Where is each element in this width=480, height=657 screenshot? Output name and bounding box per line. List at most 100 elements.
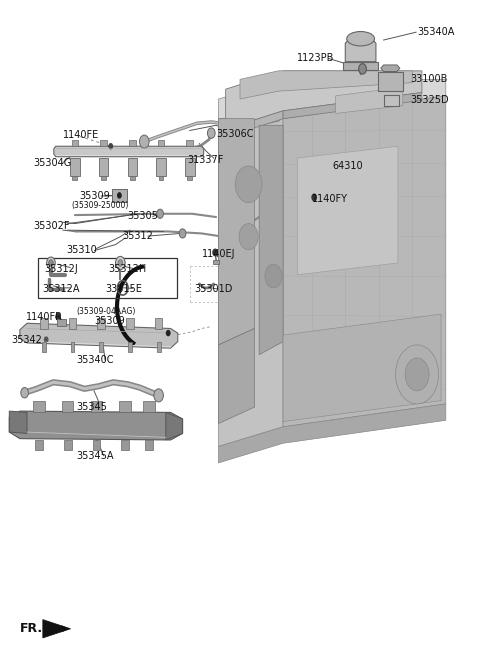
Polygon shape [218,119,283,447]
Circle shape [359,64,366,74]
Polygon shape [283,314,441,422]
Bar [99,342,103,352]
Bar [100,140,107,147]
Bar [69,318,76,328]
Bar [155,318,162,328]
Bar [187,176,192,180]
Polygon shape [218,79,446,119]
Bar [72,176,77,180]
Text: 35312H: 35312H [108,264,146,274]
Bar [144,401,155,413]
Text: 35345: 35345 [76,402,107,412]
Bar [38,258,177,298]
Bar [101,176,106,180]
Circle shape [44,336,48,343]
Polygon shape [345,39,376,62]
Polygon shape [381,65,400,72]
Circle shape [207,128,215,139]
Bar [145,440,153,451]
Polygon shape [226,111,283,137]
Bar [42,342,46,352]
Text: 1140EJ: 1140EJ [202,249,235,259]
Circle shape [166,330,170,336]
Circle shape [265,264,282,288]
Text: 1123PB: 1123PB [298,53,335,63]
Bar [130,176,135,180]
Text: 35310: 35310 [67,246,97,256]
Circle shape [235,166,262,202]
Circle shape [312,193,317,201]
Polygon shape [259,125,283,355]
Text: 1140FY: 1140FY [312,194,348,204]
Bar [157,140,164,147]
Text: 35342: 35342 [11,334,42,345]
Bar [99,158,108,176]
Bar [128,158,137,176]
Text: 35309: 35309 [94,316,125,327]
Polygon shape [9,411,182,440]
Bar [121,440,129,451]
Circle shape [239,223,258,250]
Bar [343,62,378,70]
Text: 35312A: 35312A [43,284,80,294]
Bar [112,189,127,202]
Bar [156,158,166,176]
Bar [71,342,74,352]
Polygon shape [43,620,71,638]
Text: 1140FR: 1140FR [25,312,62,323]
Bar [213,260,219,264]
Ellipse shape [347,32,374,46]
Text: (35309-25000): (35309-25000) [72,201,129,210]
Text: 35312: 35312 [123,231,154,241]
Circle shape [396,345,439,404]
Circle shape [118,260,123,266]
Polygon shape [298,147,398,275]
Circle shape [116,256,125,269]
Bar [93,440,100,451]
Text: 1140FE: 1140FE [63,130,99,140]
Circle shape [47,257,55,269]
Polygon shape [166,413,182,440]
Bar [384,95,399,106]
Circle shape [179,229,186,238]
Bar [57,319,66,326]
Text: 35325D: 35325D [410,95,448,105]
Circle shape [140,135,149,148]
Text: 35312J: 35312J [45,264,78,274]
Bar [185,158,194,176]
Text: 35345A: 35345A [76,451,114,461]
Polygon shape [20,323,178,348]
Bar [157,342,160,352]
Circle shape [21,388,28,398]
Bar [40,318,48,328]
Text: 31337F: 31337F [187,155,224,165]
Circle shape [212,248,218,256]
Text: 35340C: 35340C [76,355,114,365]
Bar [33,401,45,413]
Polygon shape [218,328,254,424]
Polygon shape [218,119,254,345]
Circle shape [108,143,113,150]
Circle shape [48,260,53,266]
Text: 35301D: 35301D [194,284,233,294]
Bar [91,401,102,413]
Bar [72,140,78,147]
Bar [186,140,193,147]
Bar [120,401,131,413]
Bar [35,440,43,451]
Bar [378,72,403,91]
Polygon shape [9,411,27,434]
Text: (35309-04AAG): (35309-04AAG) [76,307,136,316]
Bar [129,140,136,147]
Polygon shape [283,96,446,427]
Circle shape [360,66,365,72]
Polygon shape [336,87,403,114]
Polygon shape [240,71,412,99]
Text: 35302F: 35302F [33,221,70,231]
Bar [126,318,134,328]
Circle shape [154,389,163,402]
Polygon shape [226,71,422,129]
Bar [62,401,73,413]
Text: FR.: FR. [20,622,43,635]
Text: 64310: 64310 [332,161,362,171]
